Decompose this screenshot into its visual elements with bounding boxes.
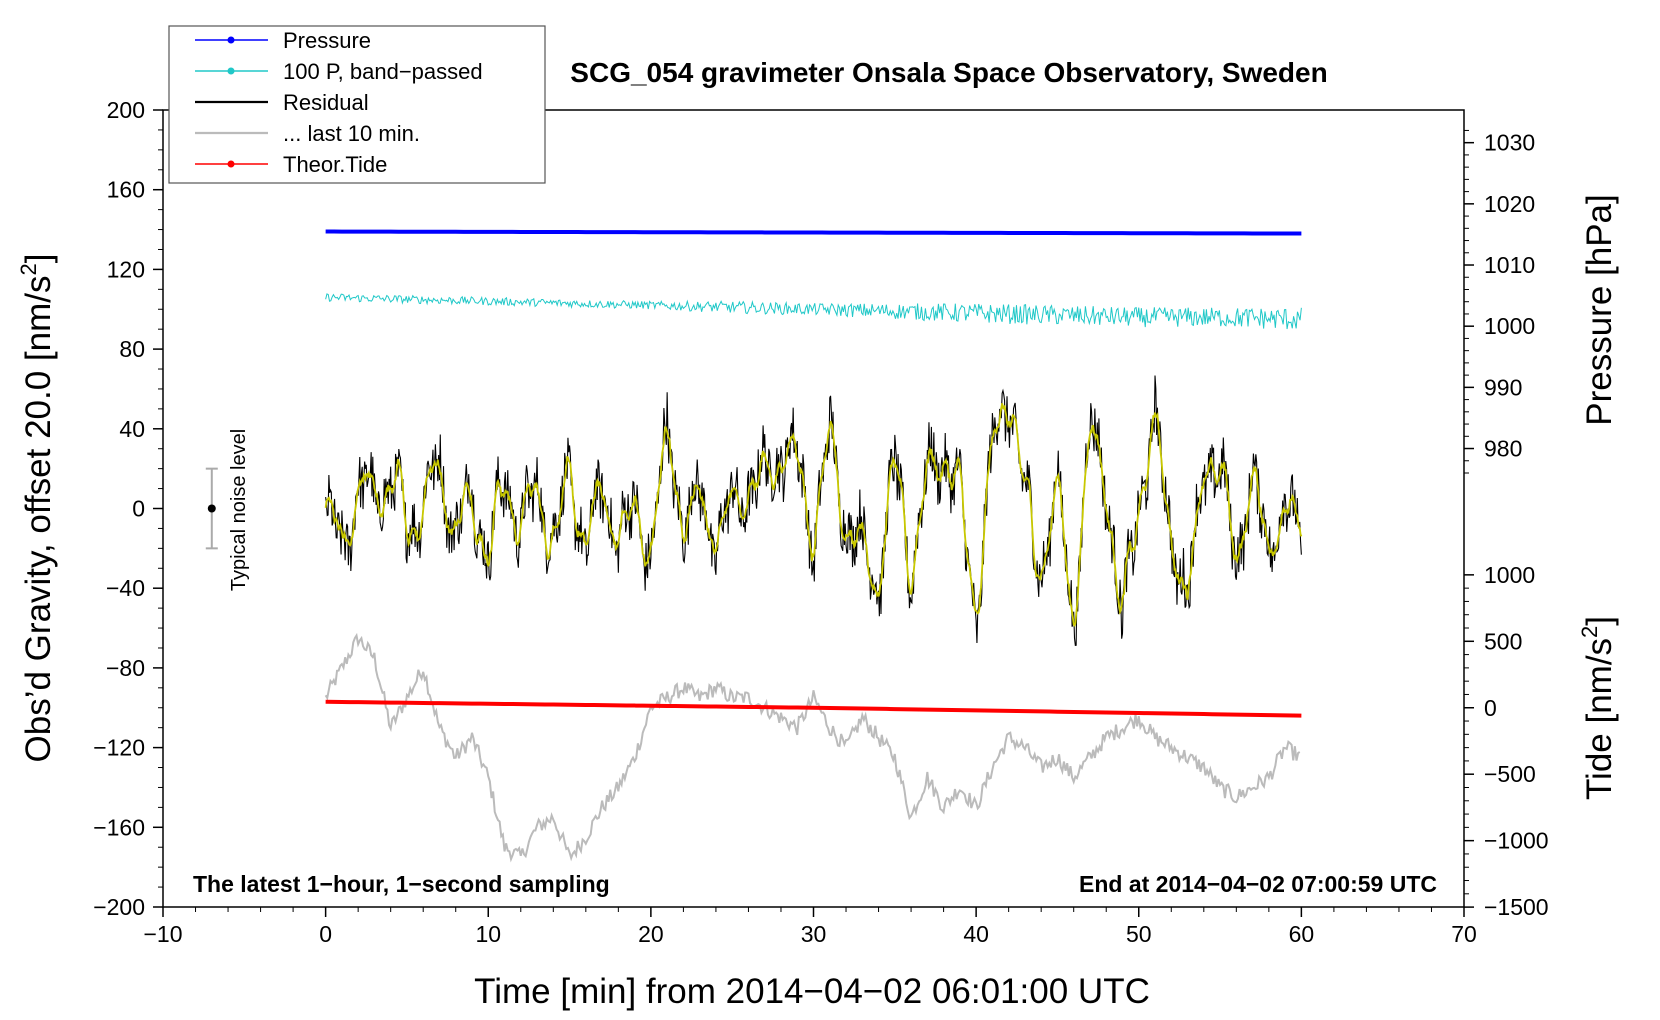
x-tick-label: 0 bbox=[319, 921, 332, 947]
noise-indicator: Typical noise level bbox=[205, 429, 250, 591]
chart-title: SCG_054 gravimeter Onsala Space Observat… bbox=[570, 57, 1327, 88]
y-left-tick-label: 80 bbox=[119, 336, 145, 362]
y-left-tick-label: −80 bbox=[106, 655, 145, 681]
x-tick-label: −10 bbox=[143, 921, 182, 947]
legend-marker-1 bbox=[227, 67, 235, 75]
pressure-tick-label: 980 bbox=[1484, 436, 1522, 462]
tide-tick-label: −1000 bbox=[1484, 828, 1549, 854]
y-axis-title-left-end: ] bbox=[19, 254, 58, 264]
x-tick-label: 70 bbox=[1451, 921, 1477, 947]
pressure-tick-label: 1030 bbox=[1484, 130, 1535, 156]
noise-center-dot bbox=[207, 504, 216, 513]
y-axis-title-tide-main: Tide [nm/s bbox=[1580, 638, 1619, 800]
y-axis-title-left-main: Obs’d Gravity, offset 20.0 [nm/s bbox=[19, 276, 58, 763]
y-left-tick-label: −40 bbox=[106, 575, 145, 601]
series-last-10-min-line bbox=[324, 632, 1301, 863]
y-axis-title-pressure: Pressure [hPa] bbox=[1580, 194, 1619, 426]
y-left-tick-label: −120 bbox=[93, 735, 145, 761]
pressure-tick-label: 1000 bbox=[1484, 313, 1535, 339]
x-tick-label: 40 bbox=[963, 921, 989, 947]
x-tick-label: 30 bbox=[801, 921, 827, 947]
noise-label: Typical noise level bbox=[228, 429, 250, 591]
plot-frame bbox=[162, 109, 1465, 908]
y-left-tick-label: 200 bbox=[107, 97, 145, 123]
x-axis-title: Time [min] from 2014−04−02 06:01:00 UTC bbox=[474, 972, 1150, 1011]
legend-marker-0 bbox=[227, 36, 235, 44]
x-tick-label: 20 bbox=[638, 921, 664, 947]
pressure-tick-label: 990 bbox=[1484, 374, 1522, 400]
y-left-tick-label: 40 bbox=[119, 416, 145, 442]
legend-box bbox=[168, 25, 546, 184]
y-left-tick-label: −200 bbox=[93, 894, 145, 920]
tide-tick-label: −500 bbox=[1484, 761, 1536, 787]
y-left-tick-label: 0 bbox=[132, 496, 145, 522]
y-axis-title-tide-end: ] bbox=[1580, 616, 1619, 626]
legend-marker-4 bbox=[227, 160, 235, 168]
tide-tick-label: 1000 bbox=[1484, 562, 1535, 588]
tide-tick-label: −1500 bbox=[1484, 894, 1549, 920]
x-tick-label: 10 bbox=[475, 921, 501, 947]
series-smoothed-residual-line bbox=[324, 403, 1303, 628]
y-axis-title-tide-sup: 2 bbox=[1577, 626, 1602, 638]
series-residual-line bbox=[325, 375, 1302, 646]
series-band-passed-pressure-line bbox=[325, 293, 1302, 330]
x-tick-label: 50 bbox=[1126, 921, 1152, 947]
legend-label-1: 100 P, band−passed bbox=[283, 59, 483, 84]
pressure-tick-label: 1020 bbox=[1484, 191, 1535, 217]
pressure-tick-label: 1010 bbox=[1484, 252, 1535, 278]
series-theoretical-tide-line bbox=[325, 699, 1302, 718]
x-tick-label: 60 bbox=[1289, 921, 1315, 947]
y-axis-title-tide: Tide [nm/s2] bbox=[1577, 616, 1619, 800]
y-left-tick-label: −160 bbox=[93, 814, 145, 840]
y-left-tick-label: 120 bbox=[107, 256, 145, 282]
y-axis-title-left: Obs’d Gravity, offset 20.0 [nm/s2] bbox=[16, 254, 58, 763]
legend: Pressure 100 P, band−passed Residual ... la… bbox=[168, 25, 546, 184]
annotation-end-time: End at 2014−04−02 07:00:59 UTC bbox=[1079, 871, 1437, 897]
series-pressure-line bbox=[325, 229, 1302, 236]
y-left-tick-label: 160 bbox=[107, 177, 145, 203]
tide-tick-label: 0 bbox=[1484, 695, 1497, 721]
tide-tick-label: 500 bbox=[1484, 628, 1522, 654]
annotation-sampling: The latest 1−hour, 1−second sampling bbox=[193, 871, 610, 897]
y-axis-title-left-sup: 2 bbox=[16, 263, 41, 275]
legend-label-3: ... last 10 min. bbox=[283, 121, 420, 146]
legend-label-4: Theor.Tide bbox=[283, 152, 387, 177]
legend-label-0: Pressure bbox=[283, 28, 371, 53]
legend-label-2: Residual bbox=[283, 90, 369, 115]
